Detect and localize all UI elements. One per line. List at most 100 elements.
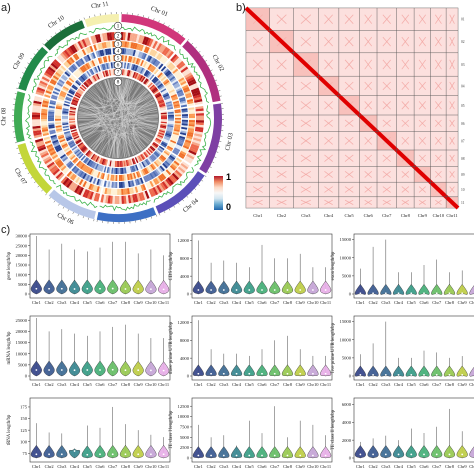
violin	[107, 241, 119, 295]
violin-body	[307, 280, 319, 295]
violin-body	[418, 445, 430, 459]
x-tick-label: Chr4	[70, 382, 80, 387]
violin	[94, 331, 106, 377]
violin-median	[261, 372, 263, 375]
track-4-heat	[48, 47, 188, 188]
violin	[218, 353, 230, 377]
violin	[119, 241, 132, 295]
x-tick-label: Chr7	[270, 464, 280, 469]
violin-body	[269, 446, 281, 459]
violin-body	[81, 445, 93, 459]
heatmap-x-label: Chr10	[433, 213, 445, 218]
violin-median	[299, 454, 302, 457]
x-tick-label: Chr10	[307, 382, 319, 387]
x-tick-label: Chr9	[458, 300, 468, 305]
y-tick-label: 30000	[16, 234, 28, 239]
violin-median	[359, 292, 362, 295]
x-tick-label: Chr5	[245, 382, 255, 387]
x-tick-label: Chr3	[57, 464, 67, 469]
violin	[243, 355, 255, 377]
violin-median	[35, 453, 38, 456]
violin-body	[145, 279, 157, 295]
violin	[405, 272, 417, 295]
violin-body	[68, 448, 81, 459]
violin-median	[35, 287, 38, 290]
violin-body	[269, 364, 281, 377]
heatmap-x-label: Chr2	[277, 213, 287, 218]
violin-body	[107, 279, 119, 295]
x-tick-label: Chr9	[458, 464, 468, 469]
violin-median	[197, 372, 200, 375]
violin-median	[273, 289, 276, 291]
violin-body	[405, 365, 417, 377]
x-tick-label: Chr11	[320, 300, 331, 305]
violin-body	[107, 360, 119, 377]
violin-panel: 0 5000 10000 15000 five prime UTR length/bp C…	[331, 315, 474, 387]
violin-median	[35, 369, 38, 371]
violin-median	[86, 287, 89, 290]
y-axis-label: tRNA length/bp	[7, 414, 12, 445]
x-tick-label: Chr9	[296, 300, 306, 305]
violin	[456, 356, 468, 377]
violin	[456, 431, 468, 459]
violin-body	[30, 279, 42, 295]
violin-panel: 75 100 125 150 175 tRNA length/bp Chr1 Chr2 Chr3…	[7, 397, 171, 469]
violin-body	[30, 360, 42, 377]
violin	[269, 406, 281, 459]
violin	[418, 350, 430, 377]
violin-median	[162, 369, 165, 372]
y-tick-label: 10000	[178, 414, 190, 419]
violin	[81, 251, 93, 295]
x-tick-label: Chr3	[381, 300, 391, 305]
violin	[145, 249, 157, 295]
violin-body	[307, 446, 319, 459]
y-tick-label: 25000	[16, 243, 28, 248]
violin-median	[111, 368, 114, 371]
violin-body	[119, 444, 132, 459]
x-tick-label: Chr7	[270, 300, 280, 305]
heatmap-x-label: Chr11	[446, 213, 458, 218]
violin	[145, 338, 157, 377]
violin-body	[256, 364, 268, 377]
violin-median	[397, 292, 400, 295]
x-tick-label: Chr7	[270, 382, 280, 387]
y-tick-label: 150	[20, 416, 28, 421]
violin-body	[205, 364, 217, 377]
chromosome-band	[17, 143, 53, 194]
chromosome-band	[13, 91, 26, 143]
heatmap-x-label: Chr8	[401, 213, 411, 218]
track-6-heat	[61, 62, 175, 174]
y-tick-label: 4000	[342, 420, 352, 425]
x-tick-label: Chr6	[96, 300, 106, 305]
x-tick-label: Chr8	[445, 464, 455, 469]
violin-body	[367, 445, 379, 459]
violin-body	[256, 280, 268, 295]
y-tick-label: 10000	[340, 255, 352, 260]
violin-body	[81, 360, 93, 377]
violin-median	[410, 374, 413, 376]
violin	[56, 433, 68, 459]
violin	[68, 249, 81, 295]
x-tick-label: Chr6	[258, 382, 268, 387]
x-tick-label: Chr7	[432, 382, 442, 387]
violin	[392, 357, 405, 377]
violin-median	[235, 289, 238, 291]
y-tick-label: 20000	[16, 329, 28, 334]
violin	[158, 437, 170, 459]
violin-median	[86, 369, 89, 371]
x-tick-label: Chr8	[445, 382, 455, 387]
violin-median	[299, 372, 302, 375]
track-5-heat	[55, 55, 181, 181]
chromosome-band	[96, 207, 157, 223]
x-tick-label: Chr11	[158, 382, 169, 387]
heatmap-y-label: 06	[461, 122, 465, 126]
violin-body	[158, 444, 170, 459]
violin-body	[119, 360, 132, 377]
violin-median	[222, 289, 225, 291]
x-tick-label: Chr4	[232, 464, 242, 469]
x-tick-label: Chr2	[45, 464, 54, 469]
violin-median	[461, 453, 464, 456]
violin-median	[248, 289, 251, 291]
violin-median	[150, 369, 152, 372]
